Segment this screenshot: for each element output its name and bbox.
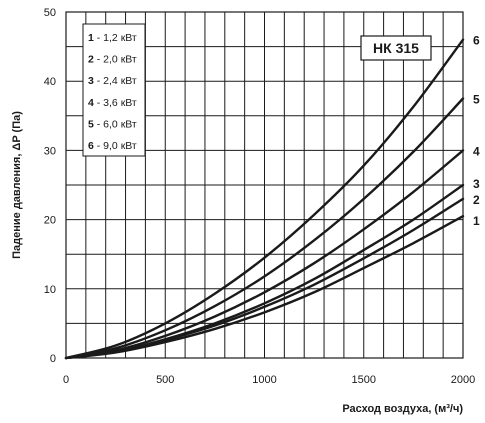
legend-box xyxy=(82,23,146,157)
x-tick-label: 500 xyxy=(156,374,174,386)
y-tick-label: 10 xyxy=(44,284,56,296)
legend-item-4: 4 - 3,6 кВт xyxy=(88,97,137,109)
model-label-frame xyxy=(360,35,432,61)
legend-item-2: 2 - 2,0 кВт xyxy=(88,54,137,66)
series-line-3 xyxy=(64,183,465,360)
legend-item-3: 3 - 2,4 кВт xyxy=(88,75,137,87)
series-end-label-1: 1 xyxy=(473,214,480,228)
series-end-label-2: 2 xyxy=(473,193,480,207)
legend-item-number: 4 xyxy=(88,97,94,109)
series-end-label-4: 4 xyxy=(473,144,480,158)
model-label: НК 315 xyxy=(373,40,419,56)
legend-item-text: - 3,6 кВт xyxy=(94,97,137,109)
y-tick-label: 30 xyxy=(44,145,56,157)
legend-item-text: - 1,2 кВт xyxy=(94,32,137,44)
y-axis-label: Падение давления, ΔP (Па) xyxy=(11,111,23,259)
legend-item-number: 3 xyxy=(88,75,94,87)
y-tick-label: 40 xyxy=(44,76,56,88)
x-axis-label: Расход воздуха, (м³/ч) xyxy=(342,403,463,415)
legend-item-1: 1 - 1,2 кВт xyxy=(88,32,137,44)
series-line-6 xyxy=(64,38,465,360)
series-end-label-5: 5 xyxy=(473,93,480,107)
legend-item-number: 1 xyxy=(88,32,94,44)
legend-item-6: 6 - 9,0 кВт xyxy=(88,140,137,152)
y-tick-label: 0 xyxy=(50,353,56,365)
y-tick-label: 50 xyxy=(44,7,56,19)
series-lines xyxy=(64,38,465,360)
y-tick-labels: 0 10 20 30 40 50 xyxy=(44,7,56,365)
legend-item-text: - 2,0 кВт xyxy=(94,54,137,66)
legend-item-number: 2 xyxy=(88,54,94,66)
legend-item-text: - 2,4 кВт xyxy=(94,75,137,87)
x-tick-label: 0 xyxy=(63,374,69,386)
legend-item-number: 5 xyxy=(88,118,94,130)
x-tick-labels: 0 500 1000 1500 2000 xyxy=(63,374,475,386)
series-end-labels: 1 2 3 4 5 6 xyxy=(473,34,480,228)
series-line-4 xyxy=(64,149,465,360)
legend-item-5: 5 - 6,0 кВт xyxy=(88,118,137,130)
x-tick-label: 2000 xyxy=(451,374,475,386)
legend-item-text: - 6,0 кВт xyxy=(94,118,137,130)
legend-item-number: 6 xyxy=(88,140,94,152)
model-label-box: НК 315 xyxy=(360,35,432,61)
series-line-5 xyxy=(64,97,465,360)
y-tick-label: 20 xyxy=(44,215,56,227)
x-tick-label: 1000 xyxy=(252,374,276,386)
legend-item-text: - 9,0 кВт xyxy=(94,140,137,152)
x-tick-label: 1500 xyxy=(352,374,376,386)
series-end-label-6: 6 xyxy=(473,34,480,48)
series-end-label-3: 3 xyxy=(473,177,480,191)
plot-frame xyxy=(65,11,464,359)
